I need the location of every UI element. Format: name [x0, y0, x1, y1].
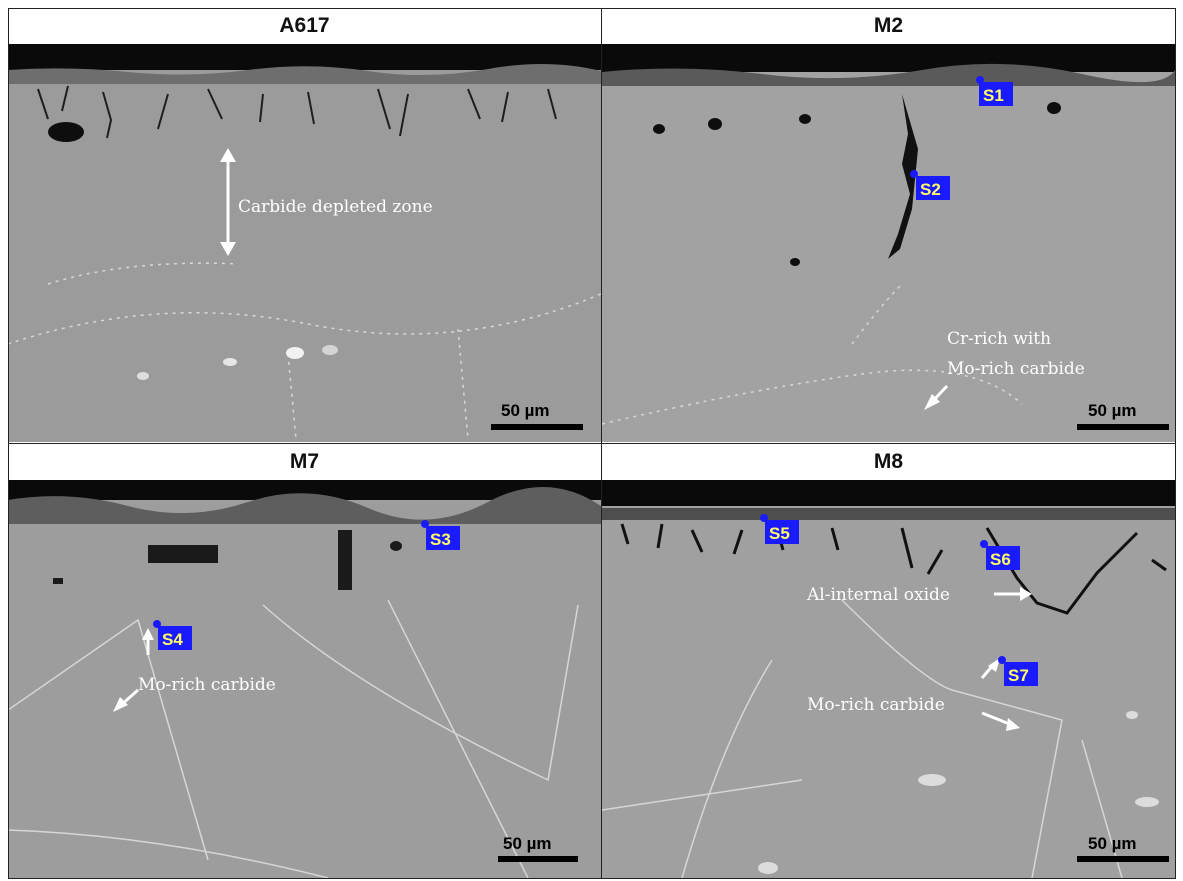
micrograph-m2: Cr-rich with Mo-rich carbide S1 S2 50 µm	[602, 44, 1175, 442]
scale-bar	[1077, 856, 1169, 862]
arrow-icon	[924, 384, 949, 410]
svg-text:S6: S6	[990, 550, 1011, 569]
mo-rich-carbide-label: Mo-rich carbide	[138, 675, 276, 695]
scale-bar-label: 50 µm	[503, 834, 552, 853]
tag-s2: S2	[910, 170, 950, 200]
panel-m7: M7 Mo-rich carb	[8, 444, 601, 878]
arrow-icon	[980, 587, 1032, 731]
panel-title: M8	[602, 444, 1175, 480]
scale-bar	[491, 424, 583, 430]
panel-title: M7	[8, 444, 601, 480]
carbide-depleted-zone-label: Carbide depleted zone	[238, 197, 433, 217]
grid-outer-top	[8, 8, 1175, 9]
svg-text:S4: S4	[162, 630, 183, 649]
svg-text:S2: S2	[920, 180, 941, 199]
arrow-icon	[113, 628, 154, 712]
grid-outer-right	[1175, 8, 1176, 879]
scale-bar	[1077, 424, 1169, 430]
mo-rich-carbide-label: Mo-rich carbide	[947, 359, 1085, 379]
panel-title: M2	[602, 8, 1175, 44]
micrograph-m8: Al-internal oxide Mo-rich carbide S5 S6 …	[602, 480, 1175, 878]
tag-s5: S5	[760, 514, 799, 544]
micrograph-m7: Mo-rich carbide S3 S4 50 µm	[8, 480, 601, 878]
svg-text:S1: S1	[983, 86, 1004, 105]
grid-horizontal-divider	[8, 443, 1175, 444]
svg-text:S7: S7	[1008, 666, 1029, 685]
mo-rich-carbide-label: Mo-rich carbide	[807, 695, 945, 715]
tag-s4: S4	[153, 620, 192, 650]
cr-rich-label: Cr-rich with	[947, 329, 1051, 349]
panel-m8: M8	[602, 444, 1175, 878]
tag-s6: S6	[980, 540, 1020, 570]
scale-bar-label: 50 µm	[501, 401, 550, 420]
scale-bar-label: 50 µm	[1088, 834, 1137, 853]
grid-outer-bottom	[8, 878, 1175, 879]
tag-s1: S1	[976, 76, 1013, 106]
panel-m2: M2 Cr-rich with Mo-rich carbide	[602, 8, 1175, 442]
tag-s7: S7	[998, 656, 1038, 686]
panel-a617: A617	[8, 8, 601, 442]
micrograph-a617: Carbide depleted zone 50 µm	[8, 44, 601, 442]
panel-title: A617	[8, 8, 601, 44]
al-internal-oxide-label: Al-internal oxide	[806, 585, 950, 605]
double-arrow-icon	[220, 148, 236, 256]
scale-bar	[498, 856, 578, 862]
tag-s3: S3	[421, 520, 460, 550]
svg-text:S3: S3	[430, 530, 451, 549]
scale-bar-label: 50 µm	[1088, 401, 1137, 420]
svg-text:S5: S5	[769, 524, 790, 543]
